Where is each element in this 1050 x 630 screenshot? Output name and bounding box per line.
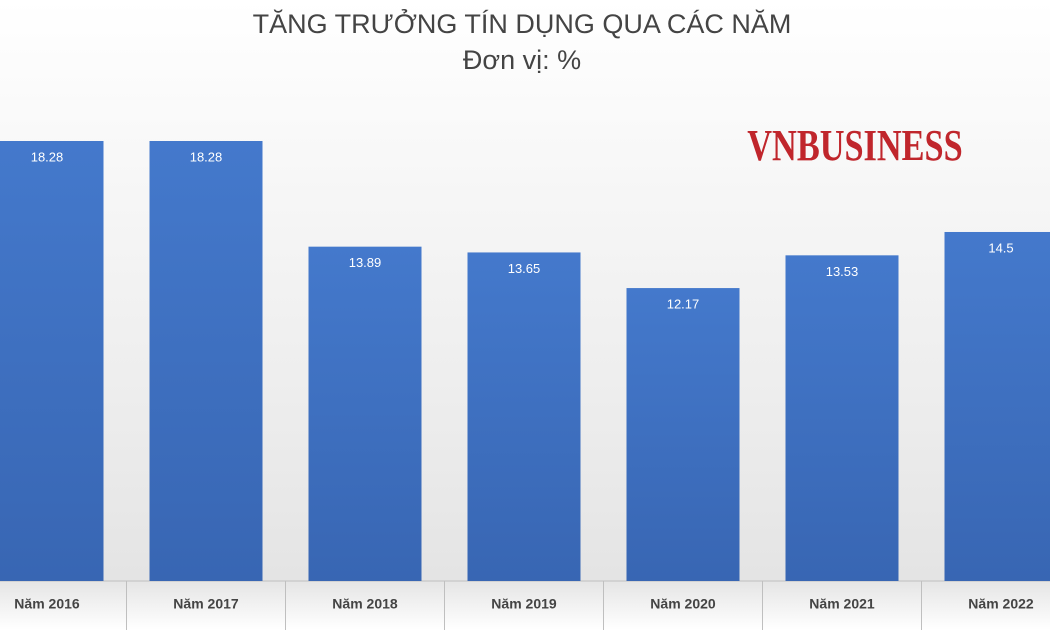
chart-subtitle: Đơn vị: % xyxy=(463,45,581,75)
bar xyxy=(467,252,581,581)
x-tick-label: Năm 2017 xyxy=(173,596,239,612)
watermark: VNBUSINESS xyxy=(747,121,962,170)
data-label: 14.5 xyxy=(988,240,1013,255)
data-label: 12.17 xyxy=(667,297,700,312)
bar xyxy=(785,255,899,581)
x-tick-label: Năm 2019 xyxy=(491,596,557,612)
data-label: 13.65 xyxy=(508,261,541,276)
x-tick-label: Năm 2016 xyxy=(14,596,80,612)
bar xyxy=(0,141,104,581)
bar xyxy=(149,141,263,581)
bar xyxy=(626,288,740,581)
x-tick-label: Năm 2020 xyxy=(650,596,716,612)
chart-title: TĂNG TRƯỞNG TÍN DỤNG QUA CÁC NĂM xyxy=(253,7,792,39)
x-tick-label: Năm 2018 xyxy=(332,596,398,612)
x-tick-label: Năm 2021 xyxy=(809,596,875,612)
data-label: 18.28 xyxy=(31,149,64,164)
data-label: 13.89 xyxy=(349,255,382,270)
data-label: 18.28 xyxy=(190,149,223,164)
x-tick-label: Năm 2022 xyxy=(968,596,1034,612)
bar xyxy=(308,246,422,581)
bar xyxy=(944,231,1050,581)
data-label: 13.53 xyxy=(826,264,859,279)
